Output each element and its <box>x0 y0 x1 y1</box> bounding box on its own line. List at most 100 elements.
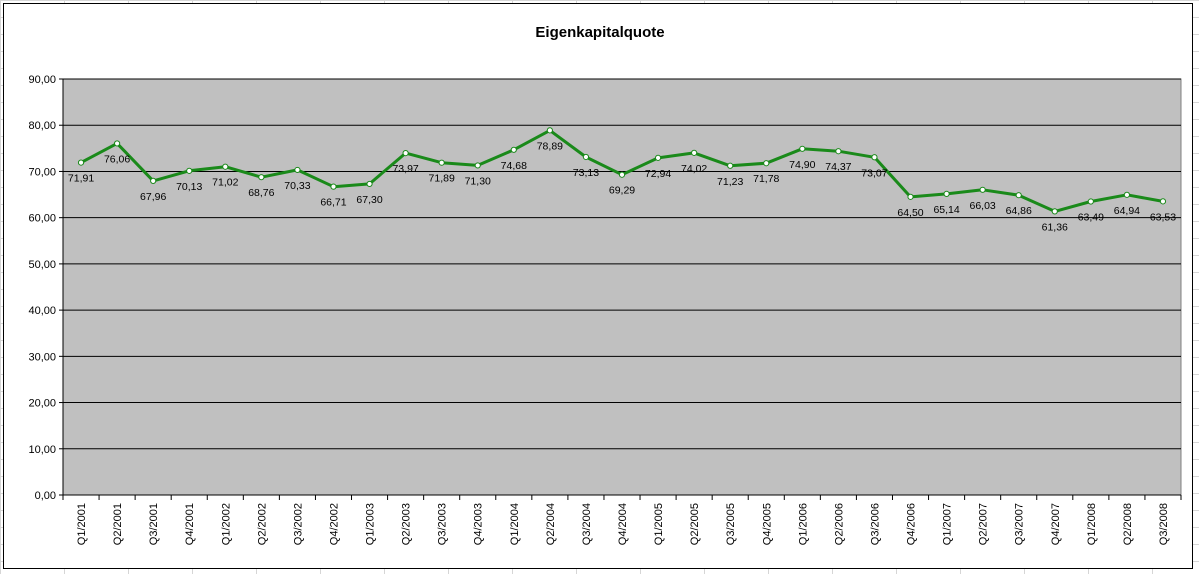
x-tick-label: Q2/2006 <box>833 503 845 545</box>
x-tick-label: Q4/2006 <box>906 503 918 545</box>
x-tick-label: Q4/2007 <box>1050 503 1062 545</box>
x-tick-label: Q3/2001 <box>148 503 160 545</box>
x-tick-label: Q2/2004 <box>545 503 557 545</box>
data-label: 71,78 <box>753 173 779 185</box>
y-tick-label: 0,00 <box>35 490 56 502</box>
data-label: 73,13 <box>573 167 599 179</box>
data-point[interactable] <box>618 171 626 178</box>
data-label: 67,96 <box>140 191 166 203</box>
data-point[interactable] <box>727 162 734 169</box>
data-point[interactable] <box>799 145 806 152</box>
data-point[interactable] <box>907 193 914 200</box>
data-label: 63,53 <box>1150 211 1176 223</box>
x-tick-label: Q4/2002 <box>328 503 340 545</box>
data-point[interactable] <box>763 160 770 167</box>
y-tick-label: 80,00 <box>28 120 56 132</box>
data-point[interactable] <box>222 163 229 170</box>
x-tick-label: Q2/2007 <box>978 503 990 545</box>
data-label: 72,94 <box>645 168 671 180</box>
x-tick-label: Q3/2004 <box>581 503 593 545</box>
x-tick-label: Q4/2004 <box>617 503 629 545</box>
y-axis: 0,00 10,00 20,00 30,00 40,00 50,00 60,00 70,00 8… <box>28 74 64 502</box>
data-point[interactable] <box>691 149 698 156</box>
data-point[interactable] <box>943 190 950 198</box>
data-label: 78,89 <box>537 140 563 152</box>
data-point[interactable] <box>1159 198 1167 205</box>
data-point[interactable] <box>510 146 517 153</box>
data-point[interactable] <box>77 159 85 166</box>
plot-area[interactable] <box>62 78 1182 496</box>
series-line-group <box>77 127 1167 215</box>
data-point[interactable] <box>1123 191 1131 198</box>
x-tick-label: Q2/2001 <box>112 503 124 545</box>
x-tick-label: Q1/2008 <box>1086 503 1098 545</box>
data-label: 74,90 <box>789 159 815 171</box>
gridlines <box>63 78 1181 450</box>
data-label: 70,33 <box>284 180 310 192</box>
data-point[interactable] <box>1087 198 1094 205</box>
data-label: 71,02 <box>212 177 238 189</box>
data-point[interactable] <box>258 174 265 181</box>
data-point[interactable] <box>438 159 445 166</box>
data-point[interactable] <box>979 186 986 193</box>
data-label: 73,07 <box>861 167 887 179</box>
data-point[interactable] <box>294 166 301 174</box>
data-point[interactable] <box>186 167 193 174</box>
data-label: 71,89 <box>429 173 455 185</box>
data-point[interactable] <box>113 140 121 147</box>
y-tick-label: 70,00 <box>28 166 56 178</box>
data-point[interactable] <box>150 177 157 184</box>
x-tick-label: Q3/2002 <box>292 503 304 545</box>
data-point[interactable] <box>835 148 842 155</box>
data-label: 64,86 <box>1006 205 1032 217</box>
data-point[interactable] <box>402 149 409 157</box>
data-label: 61,36 <box>1042 221 1068 233</box>
x-tick-label: Q1/2001 <box>76 503 88 545</box>
data-label: 64,50 <box>897 207 923 219</box>
y-tick-label: 30,00 <box>28 351 56 363</box>
data-label: 65,14 <box>933 204 959 216</box>
x-tick-label: Q2/2003 <box>401 503 413 545</box>
x-tick-label: Q3/2005 <box>725 503 737 545</box>
data-label: 67,30 <box>356 194 382 206</box>
data-label: 66,71 <box>320 197 346 209</box>
data-labels: 71,91 76,06 67,96 70,13 71,02 68,76 70,33 66,71… <box>68 140 1176 233</box>
x-axis: Q1/2001 Q2/2001 Q3/2001 Q4/2001 Q1/2002 Q2/20… <box>62 494 1182 545</box>
data-point[interactable] <box>1051 208 1058 215</box>
data-point[interactable] <box>546 127 553 134</box>
y-tick-label: 90,00 <box>28 74 56 86</box>
data-point[interactable] <box>474 162 481 169</box>
data-point[interactable] <box>871 154 878 161</box>
x-tick-label: Q1/2003 <box>365 503 377 545</box>
y-tick-label: 10,00 <box>28 444 56 456</box>
data-point[interactable] <box>366 180 373 188</box>
data-label: 74,68 <box>501 160 527 172</box>
x-tick-label: Q3/2006 <box>869 503 881 545</box>
data-point[interactable] <box>582 153 590 161</box>
data-point[interactable] <box>654 154 662 161</box>
data-label: 69,29 <box>609 185 635 197</box>
chart-title: Eigenkapitalquote <box>535 24 664 41</box>
y-tick-label: 40,00 <box>28 305 56 317</box>
x-tick-label: Q4/2001 <box>184 503 196 545</box>
data-label: 74,02 <box>681 163 707 175</box>
data-label: 71,23 <box>717 176 743 188</box>
x-tick-label: Q2/2008 <box>1122 503 1134 545</box>
x-tick-label: Q2/2002 <box>256 503 268 545</box>
y-tick-label: 60,00 <box>28 213 56 225</box>
data-point[interactable] <box>1015 192 1022 199</box>
x-tick-label: Q4/2005 <box>761 503 773 545</box>
data-label: 76,06 <box>104 153 130 165</box>
x-tick-label: Q1/2004 <box>509 503 521 545</box>
data-label: 71,91 <box>68 173 94 185</box>
data-label: 73,97 <box>392 163 418 175</box>
x-tick-label: Q4/2003 <box>473 503 485 545</box>
data-label: 68,76 <box>248 187 274 199</box>
y-tick-label: 20,00 <box>28 398 56 410</box>
x-tick-label: Q2/2005 <box>689 503 701 545</box>
data-point[interactable] <box>330 183 337 190</box>
x-tick-label: Q3/2008 <box>1158 503 1170 545</box>
x-tick-label: Q1/2005 <box>653 503 665 545</box>
data-label: 64,94 <box>1114 205 1140 217</box>
